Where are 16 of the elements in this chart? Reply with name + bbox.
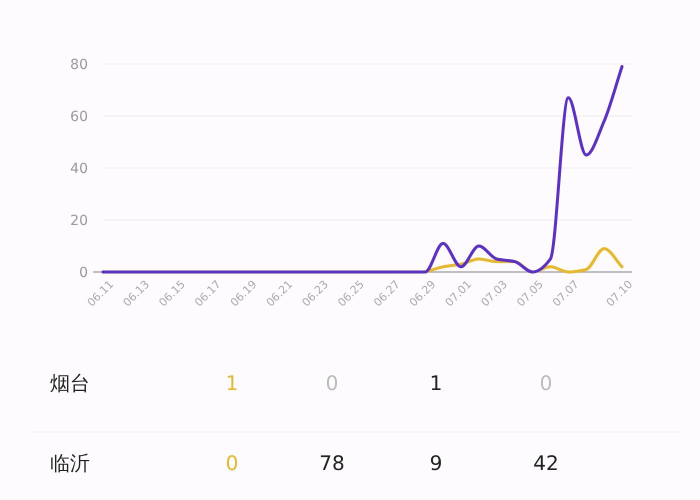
- y-tick-label: 80: [70, 57, 88, 73]
- y-tick-label: 40: [70, 161, 88, 177]
- text: 78: [319, 451, 345, 475]
- y-tick-label: 60: [70, 109, 88, 125]
- text: 临沂: [50, 451, 90, 475]
- line-series: [102, 65, 624, 274]
- text: 0: [540, 371, 552, 395]
- text: 0: [326, 371, 338, 395]
- text: 1: [226, 371, 238, 395]
- text: 烟台: [50, 371, 90, 395]
- text: 1: [430, 371, 442, 395]
- y-tick-label: 0: [79, 265, 88, 281]
- text: 42: [533, 451, 559, 475]
- text: 9: [430, 451, 442, 475]
- y-tick-label: 20: [70, 213, 88, 229]
- text: 0: [226, 451, 238, 475]
